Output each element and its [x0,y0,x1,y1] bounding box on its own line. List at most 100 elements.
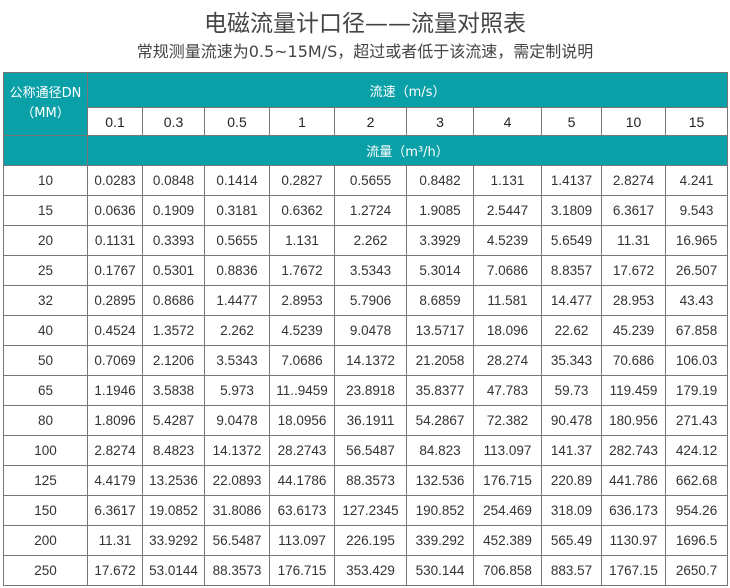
flow-cell: 3.5838 [142,375,205,406]
flow-cell: 5.973 [204,375,270,406]
flow-cell: 441.786 [601,465,666,496]
flow-cell: 47.783 [473,375,542,406]
flow-cell: 63.6173 [269,495,335,526]
flow-cell: 43.43 [664,285,729,316]
dn-cell: 150 [3,495,88,526]
flow-cell: 2650.7 [664,555,729,586]
flow-cell: 113.097 [269,525,335,556]
flow-cell: 13.5717 [406,315,474,346]
flow-table: 公称通径DN （MM） 流速（m/s） 0.1 0.3 0.5 1 2 3 4 5 10 15 流… [3,72,729,586]
flow-cell: 11..9459 [269,375,335,406]
flow-cell: 2.262 [334,225,407,256]
flow-cell: 636.173 [601,495,666,526]
table-row: 10 0.0283 0.0848 0.1414 0.2827 0.5655 0.8482 1.… [3,165,729,196]
flow-cell: 14.1372 [204,435,270,466]
flow-cell: 56.5487 [334,435,407,466]
flow-cell: 33.9292 [142,525,205,556]
flow-header: 流量（m³/h） [86,135,729,166]
dn-cell: 100 [3,435,88,466]
flow-cell: 0.2895 [87,285,143,316]
flow-cell: 141.37 [541,435,602,466]
flow-cell: 84.823 [406,435,474,466]
flow-cell: 31.8086 [204,495,270,526]
flow-cell: 2.8274 [87,435,143,466]
flow-cell: 1.9085 [406,195,474,226]
flow-cell: 176.715 [473,465,542,496]
dn-cell: 125 [3,465,88,496]
flow-cell: 6.3617 [601,195,666,226]
flow-cell: 0.1767 [87,255,143,286]
dn-header-line1: 公称通径DN [9,86,82,101]
dn-cell: 65 [3,375,88,406]
flow-cell: 1.4477 [204,285,270,316]
flow-cell: 7.0686 [473,255,542,286]
speed-cell: 15 [664,107,729,136]
flow-cell: 0.2827 [269,165,335,196]
flow-cell: 2.262 [204,315,270,346]
dn-header-spacer [3,135,88,166]
flow-cell: 36.1911 [334,405,407,436]
flow-cell: 54.2867 [406,405,474,436]
flow-cell: 44.1786 [269,465,335,496]
flow-cell: 0.8836 [204,255,270,286]
flow-cell: 8.8357 [541,255,602,286]
dn-header: 公称通径DN （MM） [3,72,88,136]
flow-cell: 0.0848 [142,165,205,196]
flow-cell: 226.195 [334,525,407,556]
flow-cell: 271.43 [664,405,729,436]
dn-cell: 15 [3,195,88,226]
flow-cell: 176.715 [269,555,335,586]
table-row: 25 0.1767 0.5301 0.8836 1.7672 3.5343 5.3014 7.… [3,255,729,286]
flow-cell: 1.3572 [142,315,205,346]
flow-cell: 883.57 [541,555,602,586]
flow-cell: 0.3181 [204,195,270,226]
flow-cell: 35.343 [541,345,602,376]
table-row: 32 0.2895 0.8686 1.4477 2.8953 5.7906 8.6859 11… [3,285,729,316]
flow-cell: 59.73 [541,375,602,406]
flow-cell: 0.5301 [142,255,205,286]
table-row: 50 0.7069 2.1206 3.5343 7.0686 14.1372 21.2058… [3,345,729,376]
table-row: 125 4.4179 13.2536 22.0893 44.1786 88.3573 132… [3,465,729,496]
flow-cell: 5.3014 [406,255,474,286]
dn-cell: 200 [3,525,88,556]
flow-cell: 45.239 [601,315,666,346]
flow-cell: 1.8096 [87,405,143,436]
flow-cell: 11.581 [473,285,542,316]
flow-cell: 7.0686 [269,345,335,376]
flow-cell: 1.4137 [541,165,602,196]
flow-cell: 3.5343 [204,345,270,376]
dn-cell: 40 [3,315,88,346]
flow-cell: 67.858 [664,315,729,346]
flow-cell: 88.3573 [204,555,270,586]
table-row: 15 0.0636 0.1909 0.3181 0.6362 1.2724 1.9085 2.… [3,195,729,226]
dn-cell: 10 [3,165,88,196]
flow-cell: 11.31 [87,525,143,556]
speed-cell: 3 [406,107,474,136]
flow-cell: 119.459 [601,375,666,406]
flow-cell: 11.31 [601,225,666,256]
flow-cell: 22.62 [541,315,602,346]
flow-cell: 4.241 [664,165,729,196]
flow-cell: 4.5239 [473,225,542,256]
flow-cell: 254.469 [473,495,542,526]
table-row: 80 1.8096 5.4287 9.0478 18.0956 36.1911 54.286… [3,405,729,436]
flow-cell: 8.4823 [142,435,205,466]
flow-cell: 127.2345 [334,495,407,526]
flow-cell: 26.507 [664,255,729,286]
flow-cell: 18.096 [473,315,542,346]
flow-cell: 5.4287 [142,405,205,436]
page-title: 电磁流量计口径——流量对照表 [204,11,526,37]
flow-cell: 3.1809 [541,195,602,226]
flow-cell: 5.6549 [541,225,602,256]
flow-cell: 4.5239 [269,315,335,346]
flow-cell: 9.0478 [204,405,270,436]
dn-cell: 20 [3,225,88,256]
flow-cell: 13.2536 [142,465,205,496]
speed-cell: 2 [334,107,407,136]
flow-cell: 113.097 [473,435,542,466]
flow-cell: 1.131 [473,165,542,196]
flow-cell: 9.0478 [334,315,407,346]
speed-row: 0.1 0.3 0.5 1 2 3 4 5 10 15 [4,107,729,136]
flow-cell: 28.274 [473,345,542,376]
flow-cell: 1.2724 [334,195,407,226]
